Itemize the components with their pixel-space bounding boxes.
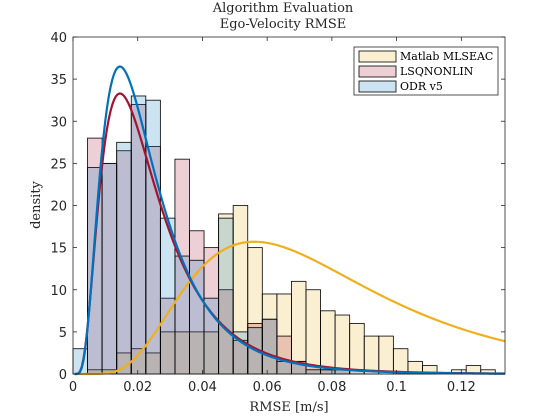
bar-odr-v5 [261, 318, 278, 375]
bar-odr-v5 [130, 95, 147, 375]
x-tick-label: 0.1 [386, 380, 407, 395]
bar-odr-v5 [203, 297, 220, 375]
bar-matlab-mlseac [363, 335, 380, 375]
x-tick-label: 0.06 [253, 380, 282, 395]
x-tick-label: 0 [69, 380, 77, 395]
y-tick-label: 5 [59, 326, 67, 341]
y-tick-label: 25 [50, 157, 67, 172]
bar-matlab-mlseac [392, 348, 409, 375]
bar-matlab-mlseac [291, 280, 307, 375]
curves-layer [74, 65, 506, 376]
x-tick-label: 0.04 [188, 380, 217, 395]
y-tick-label: 20 [50, 200, 67, 215]
ticks-layer: 0 0.02 0.04 0.06 0.08 0.1 0.12 0 5 10 15 20 25 30 35 40 [50, 31, 505, 395]
legend-swatch-lsqnonlin [358, 65, 397, 78]
legend-label-lsqnonlin: LSQNONLIN [400, 65, 474, 78]
bar-matlab-mlseac [305, 289, 321, 375]
bar-matlab-mlseac [334, 314, 351, 375]
y-axis-label: density [29, 180, 44, 228]
bar-odr-v5 [320, 369, 336, 375]
fit-curve-odr-v5 [74, 65, 506, 376]
x-tick-label: 0.12 [447, 380, 476, 395]
y-tick-label: 15 [50, 242, 67, 257]
bars-layer [72, 95, 496, 375]
y-tick-label: 0 [59, 368, 67, 383]
bar-odr-v5 [87, 167, 103, 375]
bar-matlab-mlseac [378, 335, 394, 375]
bars-lsqnonlin [87, 104, 351, 375]
chart-title: Algorithm Evaluation [212, 1, 354, 16]
bar-matlab-mlseac [320, 310, 336, 375]
bar-odr-v5 [305, 369, 321, 375]
fit-curve-matlab-mlseac [74, 240, 506, 376]
x-tick-label: 0.02 [123, 380, 152, 395]
y-tick-label: 10 [50, 284, 67, 299]
bar-odr-v5 [101, 162, 118, 375]
x-axis-label: RMSE [m/s] [249, 400, 328, 415]
chart-subtitle: Ego-Velocity RMSE [220, 17, 347, 32]
y-tick-label: 40 [50, 31, 67, 46]
bar-odr-v5 [218, 217, 234, 375]
y-tick-label: 35 [50, 73, 67, 88]
legend: Matlab MLSEAC LSQNONLIN ODR v5 [353, 46, 499, 96]
x-tick-label: 0.08 [317, 380, 346, 395]
bar-odr-v5 [116, 141, 132, 375]
bar-odr-v5 [276, 360, 292, 375]
legend-label-odr-v5: ODR v5 [400, 80, 443, 93]
legend-box [353, 46, 499, 96]
bar-matlab-mlseac [349, 323, 365, 375]
bar-odr-v5 [145, 99, 161, 375]
legend-swatch-matlab-mlseac [358, 50, 397, 63]
legend-label-matlab-mlseac: Matlab MLSEAC [400, 50, 493, 63]
legend-swatch-odr-v5 [358, 80, 397, 93]
y-tick-label: 30 [50, 115, 67, 130]
